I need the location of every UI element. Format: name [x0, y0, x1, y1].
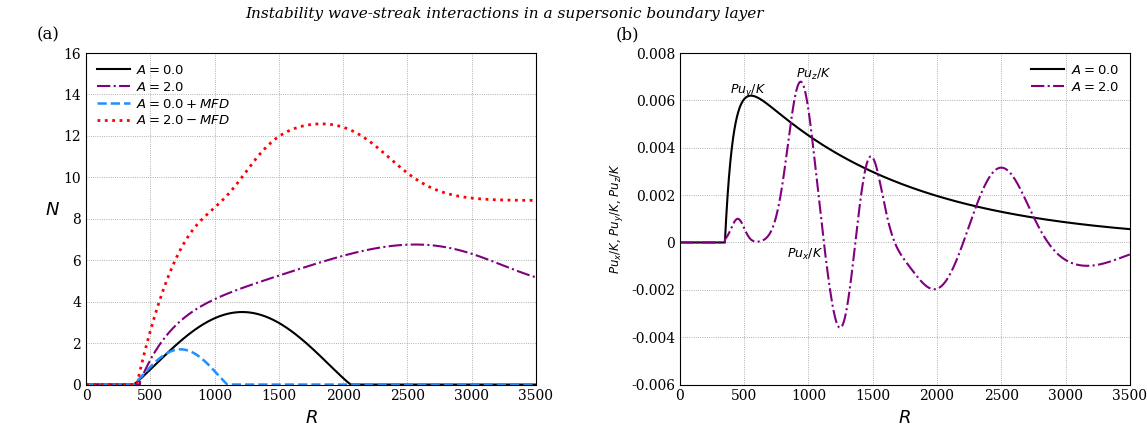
$A = 2.0$	[836, 322, 850, 327]
Y-axis label: $N$: $N$	[45, 201, 60, 219]
$A = 2.0 - MFD$	[413, 179, 427, 184]
Line: $A = 2.0 - MFD$: $A = 2.0 - MFD$	[86, 124, 536, 385]
Line: $A = 2.0$: $A = 2.0$	[86, 244, 536, 385]
Line: $A = 0.0 + MFD$: $A = 0.0 + MFD$	[86, 349, 536, 385]
$A = 0.0$	[939, 196, 953, 201]
$A = 2.0$	[673, 240, 687, 245]
$A = 0.0$	[529, 382, 543, 387]
$A = 2.0$	[102, 382, 116, 387]
$A = 0.0$	[437, 382, 451, 387]
$A = 2.0$	[939, 278, 953, 283]
$A = 0.0$	[695, 240, 709, 245]
$A = 0.0$	[235, 309, 249, 315]
$A = 2.0$	[833, 325, 846, 331]
$A = 2.0 - MFD$	[102, 382, 116, 387]
$A = 0.0$	[1031, 216, 1045, 221]
$A = 2.0 - MFD$	[529, 198, 543, 203]
$A = 0.0$	[345, 382, 359, 387]
$A = 0.0$	[102, 382, 116, 387]
$A = 0.0$	[1007, 211, 1021, 217]
$A = 2.0 - MFD$	[79, 382, 93, 387]
$A = 2.0$	[413, 242, 427, 247]
$A = 2.0$	[794, 79, 807, 84]
$A = 2.0$	[959, 232, 973, 238]
$A = 0.0 + MFD$	[437, 382, 451, 387]
$A = 0.0$	[744, 93, 758, 98]
$A = 2.0$	[1123, 252, 1137, 257]
$A = 0.0 + MFD$	[413, 382, 427, 387]
Line: $A = 2.0$: $A = 2.0$	[680, 82, 1130, 328]
$A = 2.0$	[365, 246, 379, 251]
Legend: $A = 0.0$, $A = 2.0$: $A = 0.0$, $A = 2.0$	[1028, 60, 1123, 98]
$A = 2.0$	[408, 242, 422, 247]
$A = 2.0 - MFD$	[437, 190, 451, 195]
$A = 2.0$	[695, 240, 709, 245]
$A = 0.0 + MFD$	[242, 382, 256, 387]
X-axis label: $R$: $R$	[898, 409, 911, 427]
Y-axis label: $Pu_x/K$, $Pu_y/K$, $Pu_z/K$: $Pu_x/K$, $Pu_y/K$, $Pu_z/K$	[608, 163, 625, 274]
Line: $A = 0.0$: $A = 0.0$	[680, 95, 1130, 243]
$A = 2.0$	[242, 283, 256, 288]
$A = 0.0 + MFD$	[345, 382, 359, 387]
Line: $A = 0.0$: $A = 0.0$	[86, 312, 536, 385]
$A = 0.0$	[836, 154, 850, 160]
$A = 2.0$	[1031, 222, 1045, 228]
Legend: $A = 0.0$, $A = 2.0$, $A = 0.0 + MFD$, $A = 2.0 - MFD$: $A = 0.0$, $A = 2.0$, $A = 0.0 + MFD$, $…	[93, 60, 234, 131]
$A = 0.0$	[365, 382, 379, 387]
$A = 0.0$	[673, 240, 687, 245]
$A = 0.0 + MFD$	[365, 382, 379, 387]
$A = 0.0 + MFD$	[529, 382, 543, 387]
Text: $Pu_z/K$: $Pu_z/K$	[796, 67, 832, 82]
$A = 2.0$	[79, 382, 93, 387]
$A = 0.0$	[959, 201, 973, 206]
$A = 2.0 - MFD$	[314, 121, 328, 126]
$A = 2.0 - MFD$	[242, 165, 256, 171]
$A = 2.0$	[437, 244, 451, 249]
$A = 0.0 + MFD$	[79, 382, 93, 387]
Text: $Pu_y/K$: $Pu_y/K$	[729, 82, 766, 99]
Text: $Pu_x/K$: $Pu_x/K$	[787, 247, 822, 262]
Text: (a): (a)	[37, 26, 58, 43]
X-axis label: $R$: $R$	[305, 409, 318, 427]
$A = 0.0$	[242, 310, 256, 315]
$A = 0.0$	[413, 382, 427, 387]
Text: Instability wave-streak interactions in a supersonic boundary layer: Instability wave-streak interactions in …	[245, 7, 764, 21]
$A = 0.0$	[1123, 226, 1137, 232]
$A = 0.0$	[79, 382, 93, 387]
$A = 2.0 - MFD$	[365, 141, 379, 146]
$A = 2.0$	[345, 251, 359, 256]
$A = 2.0 - MFD$	[345, 128, 359, 133]
$A = 0.0 + MFD$	[102, 382, 116, 387]
$A = 2.0$	[529, 274, 543, 280]
$A = 0.0 + MFD$	[173, 347, 187, 352]
Text: (b): (b)	[616, 26, 639, 43]
$A = 2.0$	[1007, 175, 1021, 180]
